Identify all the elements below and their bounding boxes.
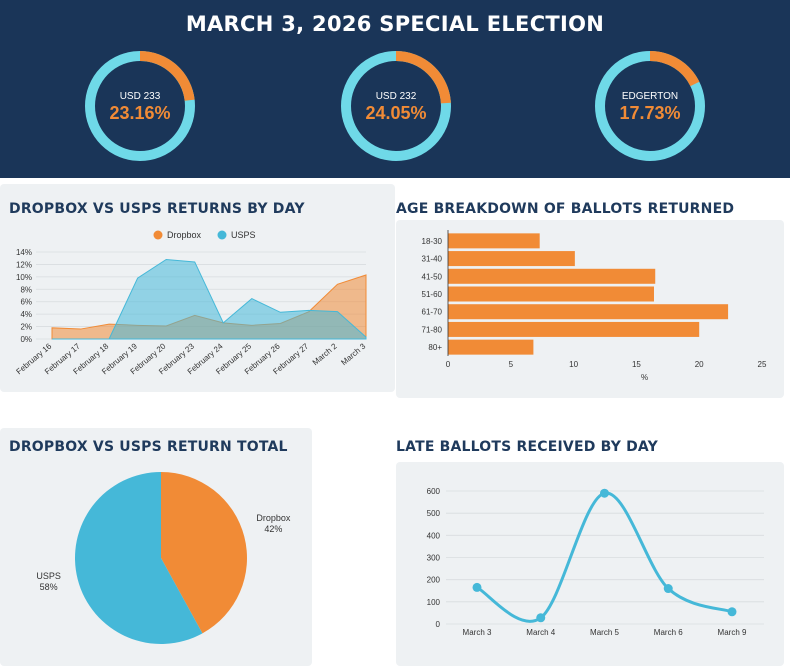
pie-label-name: Dropbox: [256, 513, 291, 523]
y-tick-label: 18-30: [422, 237, 443, 246]
bar-71-80: [448, 321, 700, 337]
y-tick-label: 14%: [16, 248, 32, 257]
y-tick-label: 600: [427, 487, 441, 496]
donut-progress-arc: [395, 51, 451, 104]
pie-label-name: USPS: [36, 571, 61, 581]
x-tick-label: March 6: [654, 628, 683, 637]
donut-label: USD 233: [119, 91, 161, 102]
legend-label: Dropbox: [167, 230, 202, 240]
donut-progress-arc: [139, 51, 195, 102]
late-ballots-panel: [396, 462, 784, 666]
y-tick-label: 12%: [16, 260, 32, 269]
donut-ring: [595, 51, 705, 161]
donut-ring: [85, 51, 195, 161]
y-tick-label: 10%: [16, 273, 32, 282]
donut-usd-232: USD 232 24.05%: [340, 50, 452, 162]
late-ballots-title: LATE BALLOTS RECEIVED BY DAY: [396, 439, 658, 455]
pie-label-percent: 58%: [40, 582, 58, 592]
y-tick-label: 0: [436, 620, 441, 629]
donut-label: EDGERTON: [621, 91, 679, 102]
x-tick-label: 20: [695, 360, 704, 369]
x-tick-label: 10: [569, 360, 578, 369]
x-tick-label: March 5: [590, 628, 619, 637]
bar-61-70: [448, 304, 729, 320]
x-tick-label: March 3: [463, 628, 492, 637]
returns-by-day-title: DROPBOX VS USPS RETURNS BY DAY: [9, 201, 305, 217]
legend-marker-dropbox: [153, 230, 163, 240]
age-breakdown-title: AGE BREAKDOWN OF BALLOTS RETURNED: [396, 201, 735, 217]
y-tick-label: 61-70: [422, 308, 443, 317]
pie-slice-usps: [75, 472, 203, 644]
bar-51-60: [448, 286, 654, 302]
donut-progress-arc: [649, 51, 700, 87]
donut-label: USD 232: [375, 91, 417, 102]
data-point: [727, 607, 737, 617]
y-tick-label: 200: [427, 576, 441, 585]
x-tick-label: March 4: [526, 628, 555, 637]
pie-label-percent: 42%: [264, 524, 282, 534]
x-tick-label: 5: [509, 360, 514, 369]
donut-percent: 23.16%: [109, 103, 171, 123]
x-tick-label: 0: [446, 360, 451, 369]
series-area-usps: [52, 258, 367, 340]
y-tick-label: 400: [427, 531, 441, 540]
data-point: [663, 584, 673, 594]
y-tick-label: 4%: [20, 310, 32, 319]
return-total-title: DROPBOX VS USPS RETURN TOTAL: [9, 439, 288, 455]
bar-18-30: [448, 233, 540, 249]
donut-percent: 17.73%: [619, 103, 681, 123]
bar-31-40: [448, 251, 575, 267]
x-tick-label: 15: [632, 360, 641, 369]
y-tick-label: 71-80: [422, 325, 443, 334]
y-tick-label: 2%: [20, 323, 32, 332]
donut-ring: [341, 51, 451, 161]
y-tick-label: 0%: [20, 335, 32, 344]
y-tick-label: 100: [427, 598, 441, 607]
y-tick-label: 80+: [428, 343, 442, 352]
data-point: [600, 488, 609, 498]
x-tick-label: March 9: [718, 628, 747, 637]
y-tick-label: 31-40: [422, 255, 443, 264]
donut-usd-233: USD 233 23.16%: [84, 50, 196, 162]
bar-80+: [448, 339, 534, 355]
data-point: [472, 582, 482, 592]
x-axis-label: %: [641, 373, 648, 382]
y-tick-label: 41-50: [422, 272, 443, 281]
legend-label: USPS: [231, 230, 256, 240]
data-point: [536, 613, 546, 623]
pie-slice-dropbox: [161, 472, 248, 634]
y-tick-label: 6%: [20, 298, 32, 307]
donut-edgerton: EDGERTON 17.73%: [594, 50, 706, 162]
legend-marker-usps: [217, 230, 227, 240]
donut-percent: 24.05%: [365, 103, 427, 123]
header-banner: MARCH 3, 2026 SPECIAL ELECTION USD 233 2…: [0, 0, 790, 178]
y-tick-label: 300: [427, 554, 441, 563]
bar-41-50: [448, 268, 656, 284]
page-title: MARCH 3, 2026 SPECIAL ELECTION: [185, 12, 605, 36]
y-tick-label: 51-60: [422, 290, 443, 299]
y-tick-label: 8%: [20, 285, 32, 294]
y-tick-label: 500: [427, 509, 441, 518]
x-tick-label: 25: [758, 360, 767, 369]
